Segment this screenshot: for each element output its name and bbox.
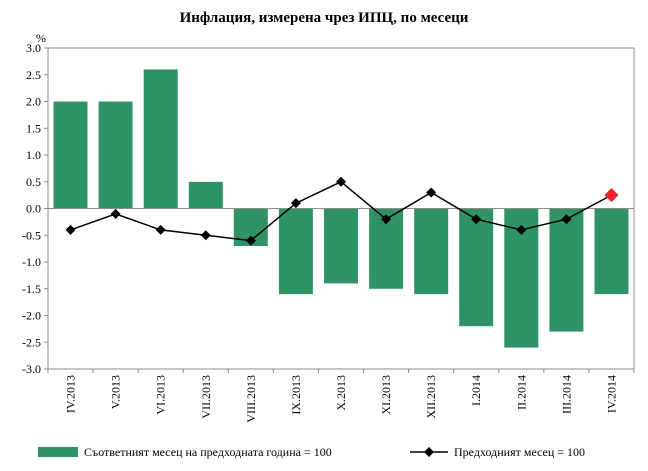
x-tick-label: VI.2013: [154, 375, 168, 415]
x-tick-label: I.2014: [469, 375, 483, 406]
bar: [278, 208, 313, 295]
x-tick-label: VIII.2013: [244, 375, 258, 423]
line-point: [155, 224, 166, 235]
line-point: [426, 187, 437, 198]
x-tick-label: IV.2014: [604, 375, 618, 413]
line-point: [336, 176, 346, 187]
bar: [414, 208, 449, 295]
y-tick-label: 3.0: [26, 41, 41, 55]
y-tick-label: 0.0: [26, 202, 41, 216]
line-point: [245, 235, 256, 246]
line-point: [381, 214, 392, 225]
bar: [459, 208, 494, 327]
y-tick-label: -1.5: [22, 282, 41, 296]
legend-bar-label: Съответният месец на предходната година …: [84, 445, 332, 459]
y-tick-label: -0.5: [22, 228, 41, 242]
y-tick-label: 1.0: [26, 148, 41, 162]
x-tick-label: II.2014: [514, 375, 528, 410]
bar: [98, 101, 133, 209]
line-point: [200, 230, 211, 241]
y-tick-label: -2.0: [22, 309, 41, 323]
y-tick-label: -2.5: [22, 335, 41, 349]
line-point: [561, 214, 572, 225]
line-point: [516, 224, 527, 235]
bar: [188, 181, 223, 209]
x-tick-label: IV.2013: [64, 375, 78, 413]
legend-line-label: Предходният месец = 100: [454, 445, 585, 459]
x-tick-label: V.2013: [109, 375, 123, 409]
chart-title: Инфлация, измерена чрез ИПЦ, по месеци: [180, 10, 469, 26]
line-point: [110, 208, 121, 219]
x-tick-label: XI.2013: [379, 375, 393, 415]
x-tick-label: IX.2013: [289, 375, 303, 415]
legend-bar-swatch: [38, 447, 78, 457]
line-point: [65, 224, 76, 235]
x-tick-label: X.2013: [334, 375, 348, 411]
y-tick-label: 2.5: [26, 68, 41, 82]
x-tick-label: III.2014: [559, 375, 573, 414]
legend-line-marker: [424, 447, 434, 457]
y-tick-label: 2.0: [26, 95, 41, 109]
x-tick-label: VII.2013: [199, 375, 213, 419]
y-tick-label: -3.0: [22, 362, 41, 376]
line-point: [471, 214, 482, 225]
y-tick-label: -1.0: [22, 255, 41, 269]
y-tick-label: 1.5: [26, 121, 41, 135]
bar: [594, 208, 629, 295]
y-axis-unit-label: %: [36, 31, 46, 45]
bar: [549, 208, 584, 332]
x-tick-label: XII.2013: [424, 375, 438, 419]
bar: [53, 101, 88, 209]
bar: [143, 69, 178, 209]
line-point: [290, 198, 301, 209]
line-point-highlight: [604, 188, 619, 203]
y-tick-label: 0.5: [26, 175, 41, 189]
bar: [324, 208, 358, 284]
